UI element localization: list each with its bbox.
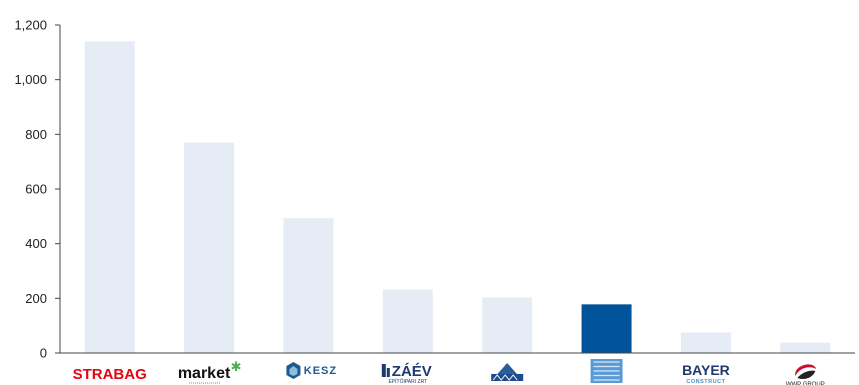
strabag-logo: STRABAG [73, 366, 147, 383]
bar [382, 289, 433, 353]
category-label: ZÁÉV [392, 363, 432, 380]
y-tick-label: 0 [40, 346, 47, 361]
swoosh-icon [795, 364, 817, 376]
market-logo: market ✱ [178, 359, 242, 384]
category-sublabel: ÉPÍTŐIPARI ZRT [388, 378, 427, 385]
category-label: KESZ [304, 365, 337, 377]
category-label: STRABAG [73, 366, 147, 383]
wwp-logo: WWP GROUP [786, 364, 825, 385]
y-tick-label: 600 [25, 182, 47, 197]
bar [482, 297, 533, 353]
y-tick-label: 800 [25, 127, 47, 142]
y-tick-label: 400 [25, 236, 47, 251]
kesz-logo: KESZ [286, 362, 337, 379]
bars [84, 41, 831, 354]
bar [184, 142, 235, 353]
category-label: BAYER [682, 362, 730, 378]
building-icon [381, 364, 386, 377]
category-label: market [178, 365, 231, 382]
y-tick-label: 1,200 [14, 18, 47, 33]
bar [680, 332, 731, 353]
building-icon [386, 368, 390, 377]
bar [581, 304, 632, 353]
hidepito-logo [491, 363, 524, 381]
y-tick-label: 200 [25, 291, 47, 306]
zigzag-icon [492, 374, 518, 381]
y-tick-label: 1,000 [14, 72, 47, 87]
star-icon: ✱ [231, 359, 242, 374]
bar [780, 342, 831, 353]
hunep-logo [590, 359, 623, 383]
bar [84, 41, 135, 354]
bar [283, 218, 334, 353]
category-sublabel: WWP GROUP [786, 382, 825, 385]
y-axis: 0 200 400 600 800 1,000 1,200 [14, 18, 61, 361]
hexagon-inner-icon [289, 366, 298, 376]
category-sublabel: CONSTRUCT [686, 379, 725, 385]
swoosh-icon [797, 370, 816, 380]
